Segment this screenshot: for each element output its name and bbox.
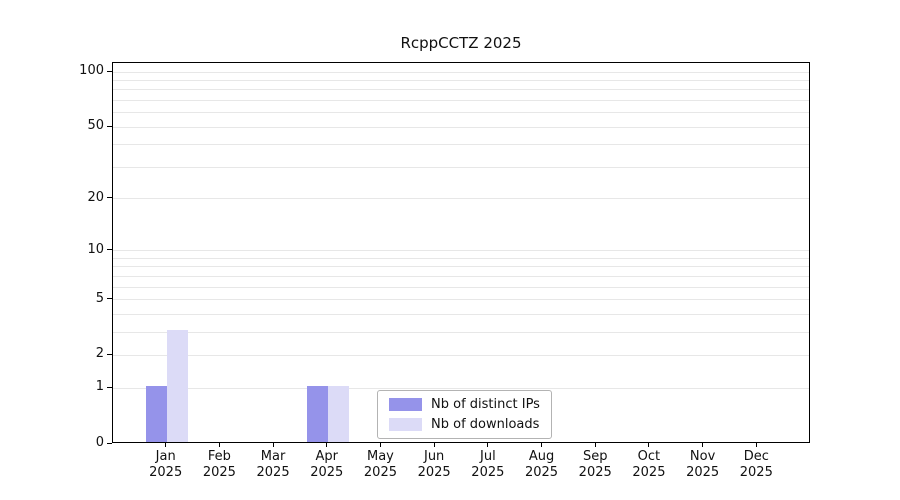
plot-area xyxy=(112,62,810,443)
y-axis-tick xyxy=(107,197,112,199)
legend-label-distinct-ips: Nb of distinct IPs xyxy=(431,397,540,412)
x-axis-year-line: 2025 xyxy=(739,465,773,480)
x-axis-year-line: 2025 xyxy=(686,465,720,480)
x-axis-month-line: Sep xyxy=(582,449,608,464)
gridline xyxy=(113,387,809,389)
legend-swatch-distinct-ips xyxy=(389,398,422,411)
y-axis-tick-label: 2 xyxy=(95,346,104,362)
gridline xyxy=(113,112,809,114)
x-axis-month-line: Dec xyxy=(743,449,769,464)
y-axis-tick-label: 50 xyxy=(87,118,104,134)
x-axis-tick xyxy=(594,443,596,447)
x-axis-month-line: Feb xyxy=(207,449,231,464)
y-axis-tick-label: 1 xyxy=(95,379,104,395)
gridline xyxy=(113,144,809,146)
gridline xyxy=(113,275,809,277)
x-axis-tick-label: Dec 2025 xyxy=(724,449,788,481)
bar-distinct-ips xyxy=(306,386,328,442)
x-axis-tick xyxy=(755,443,757,447)
x-axis-tick xyxy=(218,443,220,447)
legend-label-downloads: Nb of downloads xyxy=(431,417,540,432)
gridline xyxy=(113,198,809,200)
chart-title: RcppCCTZ 2025 xyxy=(400,34,522,52)
x-axis-year-line: 2025 xyxy=(310,465,344,480)
y-axis-tick xyxy=(107,125,112,127)
x-axis-year-line: 2025 xyxy=(632,465,666,480)
x-axis-tick xyxy=(326,443,328,447)
y-axis-tick xyxy=(107,298,112,300)
gridline xyxy=(113,257,809,259)
x-axis-tick-label: May 2025 xyxy=(348,449,412,481)
gridline xyxy=(113,89,809,91)
x-axis-tick xyxy=(487,443,489,447)
x-axis-tick xyxy=(648,443,650,447)
x-axis-month-line: Oct xyxy=(637,449,661,464)
gridline xyxy=(113,99,809,101)
x-axis-tick-label: Nov 2025 xyxy=(671,449,735,481)
y-axis-tick xyxy=(107,386,112,388)
gridline xyxy=(113,166,809,168)
y-axis-tick xyxy=(107,70,112,72)
x-axis-year-line: 2025 xyxy=(363,465,397,480)
x-axis-year-line: 2025 xyxy=(202,465,236,480)
x-axis-tick xyxy=(165,443,167,447)
x-axis-tick-label: Mar 2025 xyxy=(241,449,305,481)
legend-entry-distinct-ips: Nb of distinct IPs xyxy=(389,397,540,412)
x-axis-tick-label: Apr 2025 xyxy=(295,449,359,481)
x-axis-tick xyxy=(541,443,543,447)
x-axis-year-line: 2025 xyxy=(578,465,612,480)
x-axis-tick-label: Sep 2025 xyxy=(563,449,627,481)
gridline xyxy=(113,331,809,333)
gridline xyxy=(113,266,809,268)
y-axis-tick xyxy=(107,249,112,251)
x-axis-tick xyxy=(272,443,274,447)
x-axis-tick-label: Jun 2025 xyxy=(402,449,466,481)
x-axis-tick xyxy=(379,443,381,447)
bar-downloads xyxy=(327,386,349,442)
x-axis-month-line: Nov xyxy=(689,449,716,464)
x-axis-year-line: 2025 xyxy=(524,465,559,480)
x-axis-year-line: 2025 xyxy=(417,465,451,480)
gridline xyxy=(113,299,809,301)
bar-downloads xyxy=(166,330,188,442)
x-axis-year-line: 2025 xyxy=(149,465,183,480)
x-axis-year-line: 2025 xyxy=(471,465,505,480)
x-axis-tick-label: Oct 2025 xyxy=(617,449,681,481)
x-axis-month-line: Jun xyxy=(423,449,445,464)
x-axis-month-line: Jan xyxy=(155,449,176,464)
gridline xyxy=(113,250,809,252)
x-axis-tick-label: Feb 2025 xyxy=(187,449,251,481)
y-axis-tick-label: 0 xyxy=(95,435,104,450)
gridline xyxy=(113,126,809,128)
y-axis-tick-label: 100 xyxy=(79,63,104,78)
x-axis-month-line: Mar xyxy=(260,449,286,464)
x-axis-month-line: Aug xyxy=(528,449,555,464)
x-axis-tick xyxy=(433,443,435,447)
x-axis-month-line: Apr xyxy=(315,449,339,464)
gridline xyxy=(113,313,809,315)
y-axis-tick xyxy=(107,442,112,444)
y-axis-tick-label: 20 xyxy=(87,189,104,205)
x-axis-tick-label: Jan 2025 xyxy=(134,449,198,481)
x-axis-tick xyxy=(702,443,704,447)
bar-distinct-ips xyxy=(145,386,167,442)
gridline xyxy=(113,354,809,356)
gridline xyxy=(113,71,809,73)
x-axis-month-line: May xyxy=(367,449,394,464)
y-axis-tick-label: 10 xyxy=(87,241,104,257)
legend: Nb of distinct IPs Nb of downloads xyxy=(377,390,552,439)
x-axis-year-line: 2025 xyxy=(256,465,290,480)
legend-swatch-downloads xyxy=(389,418,422,431)
y-axis-tick-label: 5 xyxy=(95,290,104,306)
gridline xyxy=(113,286,809,288)
gridline xyxy=(113,79,809,81)
x-axis-tick-label: Jul 2025 xyxy=(456,449,520,481)
legend-entry-downloads: Nb of downloads xyxy=(389,417,540,432)
y-axis-tick xyxy=(107,353,112,355)
x-axis-tick-label: Aug 2025 xyxy=(510,449,574,481)
x-axis-month-line: Jul xyxy=(480,449,496,464)
